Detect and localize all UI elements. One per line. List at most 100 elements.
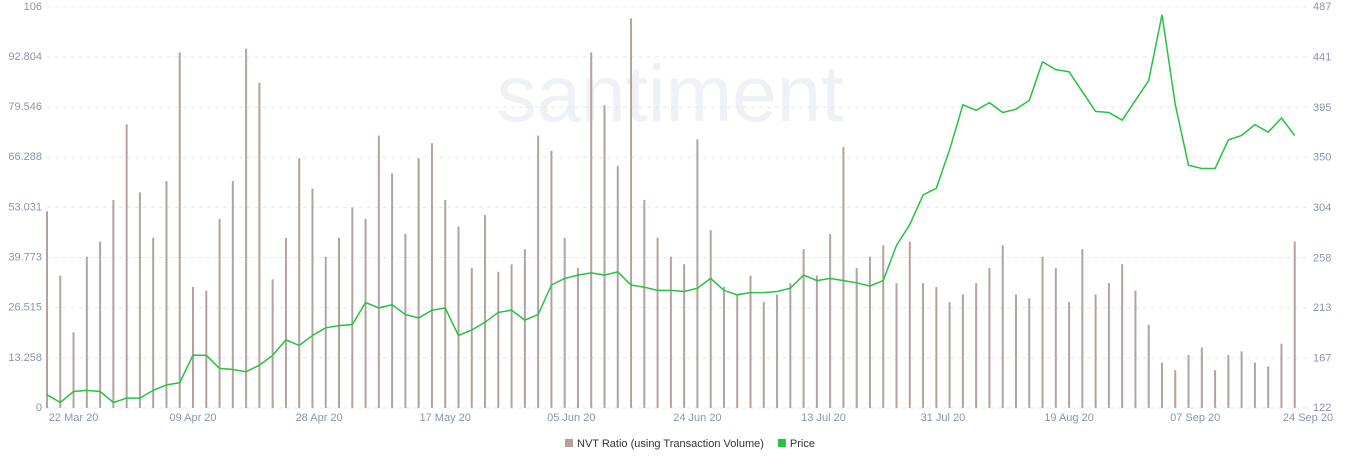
y-tick-label: 26.515 — [8, 302, 42, 314]
bar — [311, 188, 314, 408]
bar — [377, 135, 380, 409]
y2-tick-label: 122 — [1313, 402, 1331, 414]
bar — [192, 286, 195, 408]
bar — [1214, 370, 1217, 408]
y2-tick-label: 167 — [1313, 352, 1331, 364]
bar — [1160, 362, 1163, 408]
bar — [85, 256, 88, 408]
bar — [112, 199, 115, 408]
x-tick-label: 24 Sep 20 — [1283, 412, 1333, 424]
bar — [1200, 347, 1203, 408]
bar — [1187, 355, 1190, 408]
bar — [722, 286, 725, 408]
bar — [351, 207, 354, 408]
y-tick-label: 106 — [24, 1, 42, 13]
bar — [643, 199, 646, 408]
y-tick-label: 0 — [36, 402, 42, 414]
bar — [948, 302, 951, 408]
bar — [284, 237, 287, 408]
bar — [630, 18, 633, 408]
bar — [1293, 241, 1296, 408]
bar — [975, 283, 978, 408]
bar — [444, 199, 447, 408]
bar — [152, 237, 155, 408]
x-tick-label: 05 Jun 20 — [547, 412, 595, 424]
bar — [218, 218, 221, 408]
x-tick-label: 24 Jun 20 — [673, 412, 721, 424]
y2-tick-label: 350 — [1313, 151, 1331, 163]
bar — [165, 181, 168, 408]
legend-label: Price — [790, 438, 815, 450]
bar — [576, 268, 579, 408]
bar — [683, 264, 686, 408]
bar — [895, 283, 898, 408]
bar — [430, 143, 433, 409]
bar — [736, 294, 739, 408]
bar — [696, 139, 699, 409]
bar — [298, 158, 301, 408]
bar — [537, 135, 540, 409]
bar — [669, 256, 672, 408]
bar — [324, 256, 327, 408]
bar — [125, 124, 128, 408]
bar — [258, 82, 261, 409]
bar — [205, 290, 208, 408]
bar — [1267, 366, 1270, 408]
y2-tick-label: 213 — [1313, 302, 1331, 314]
bar — [1174, 370, 1177, 408]
bar — [603, 105, 606, 408]
bar — [1121, 264, 1124, 408]
bar — [364, 218, 367, 408]
bar — [988, 268, 991, 408]
bar — [46, 211, 48, 408]
x-tick-label: 09 Apr 20 — [169, 412, 216, 424]
bar — [470, 268, 473, 408]
bar — [1280, 343, 1283, 408]
bar — [935, 286, 938, 408]
x-tick-label: 31 Jul 20 — [921, 412, 966, 424]
bar — [1147, 324, 1150, 408]
y2-tick-label: 441 — [1313, 51, 1331, 63]
bar — [868, 256, 871, 408]
y2-tick-label: 258 — [1313, 252, 1331, 264]
bar — [1068, 302, 1071, 408]
y-tick-label: 66.288 — [8, 151, 42, 163]
bar — [1227, 355, 1230, 408]
y2-tick-label: 304 — [1313, 202, 1331, 214]
watermark: santiment — [497, 49, 844, 138]
bar — [922, 283, 925, 408]
price-line — [46, 14, 1296, 404]
bar — [457, 226, 460, 408]
bar — [510, 264, 513, 408]
bar — [563, 237, 566, 408]
bar — [231, 181, 234, 408]
bar — [497, 271, 500, 408]
bar — [1014, 294, 1017, 408]
bar — [391, 173, 394, 408]
bar — [1054, 268, 1057, 408]
bar — [1107, 283, 1110, 408]
bar — [789, 283, 792, 408]
x-tick-label: 28 Apr 20 — [296, 412, 343, 424]
y-tick-label: 13.258 — [8, 352, 42, 364]
y2-tick-label: 487 — [1313, 1, 1331, 13]
bar — [99, 241, 102, 408]
y-tick-label: 79.546 — [8, 101, 42, 113]
bar — [338, 237, 341, 408]
bar — [138, 192, 141, 408]
y-tick-label: 39.773 — [8, 251, 42, 263]
bar — [1028, 298, 1031, 408]
legend-swatch — [565, 439, 573, 447]
bar — [484, 215, 487, 408]
bar — [762, 302, 765, 408]
bar — [1240, 351, 1243, 408]
y-tick-label: 92.804 — [8, 51, 42, 63]
x-tick-label: 22 Mar 20 — [49, 412, 99, 424]
bar — [709, 230, 712, 408]
bar — [908, 241, 911, 408]
legend-label: NVT Ratio (using Transaction Volume) — [577, 438, 764, 450]
bar — [178, 52, 181, 408]
bar — [1134, 290, 1137, 408]
bar — [749, 275, 752, 408]
